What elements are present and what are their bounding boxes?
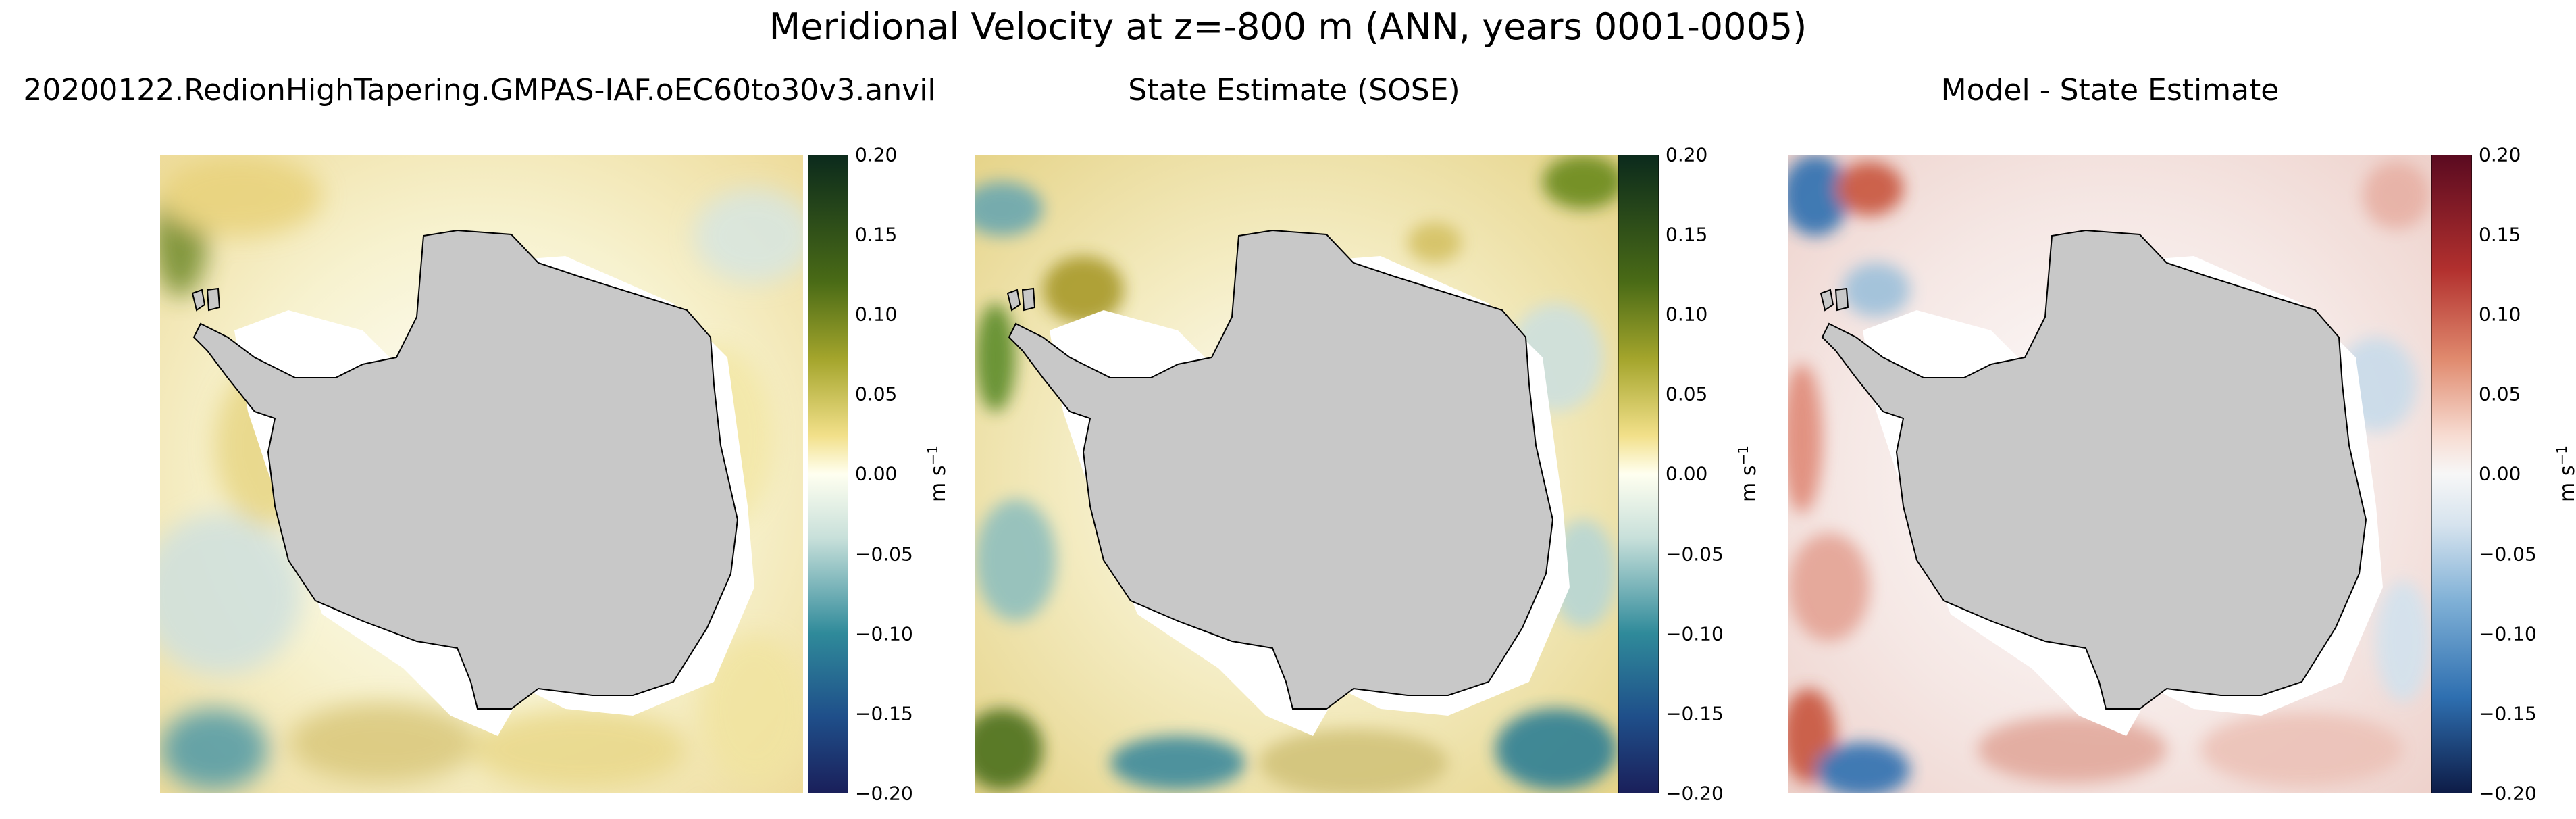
panel-1-anomaly-patch <box>471 709 687 790</box>
cbar-tick: 0.05 <box>2479 382 2521 405</box>
panel-1-peninsula-island <box>206 287 221 312</box>
panel-1-antarctica <box>192 229 739 710</box>
panel-1-anomaly-patch <box>288 702 478 783</box>
cbar-tick: −0.05 <box>855 543 913 566</box>
cbar-tick: 0.10 <box>2479 303 2521 326</box>
panel-2-map <box>975 155 1618 793</box>
panel-3-anomaly-patch <box>2200 712 2403 787</box>
panel-3-anomaly-patch <box>1788 364 1822 513</box>
panel-1-colorbar <box>808 155 848 793</box>
panel-3-anomaly-patch <box>2376 580 2430 702</box>
cbar-tick: −0.20 <box>2479 782 2537 805</box>
cbar-tick: −0.05 <box>2479 543 2537 566</box>
panel-2-anomaly-patch <box>975 303 1016 412</box>
panel-1-title: 20200122.RedionHighTapering.GMPAS-IAF.oE… <box>23 73 936 107</box>
panel-2-anomaly-patch <box>1543 155 1618 209</box>
cbar-tick: −0.15 <box>1666 702 1724 725</box>
panel-3-colorbar-label: m s−1 <box>2553 445 2576 502</box>
cbar-tick: −0.15 <box>2479 702 2537 725</box>
panel-1-colorbar-gradient <box>808 155 848 793</box>
cbar-tick: −0.20 <box>1666 782 1724 805</box>
cbar-tick: 0.00 <box>855 462 898 485</box>
panel-2-colorbar <box>1618 155 1659 793</box>
panel-1-colorbar-label: m s−1 <box>924 445 950 502</box>
panel-2-anomaly-patch <box>975 499 1056 621</box>
cbar-tick: −0.10 <box>855 622 913 645</box>
panel-3-peninsula-island <box>1834 287 1849 312</box>
panel-1-anomaly-patch <box>700 635 803 783</box>
panel-1-peninsula-island <box>191 289 206 312</box>
panel-3-colorbar <box>2431 155 2472 793</box>
panel-3-anomaly-patch <box>1788 155 1849 236</box>
cbar-tick: 0.05 <box>855 382 898 405</box>
cbar-tick: 0.00 <box>2479 462 2521 485</box>
panel-3-peninsula-island <box>1820 289 1834 312</box>
cbar-tick: −0.20 <box>855 782 913 805</box>
panel-2-peninsula-island <box>1006 289 1021 312</box>
panel-2-anomaly-patch <box>975 709 1043 790</box>
cbar-tick: −0.10 <box>1666 622 1724 645</box>
panel-1-anomaly-patch <box>160 709 268 790</box>
panel-3-anomaly-patch <box>1836 162 1903 216</box>
panel-2-anomaly-patch <box>1110 736 1245 790</box>
panel-3-anomaly-patch <box>1788 533 1870 641</box>
panel-2-anomaly-patch <box>1259 729 1448 793</box>
cbar-tick: 0.05 <box>1666 382 1708 405</box>
panel-2-anomaly-patch <box>975 182 1043 236</box>
cbar-tick: −0.05 <box>1666 543 1724 566</box>
cbar-tick: 0.15 <box>855 223 898 246</box>
cbar-tick: −0.10 <box>2479 622 2537 645</box>
panel-2-colorbar-label: m s−1 <box>1734 445 1761 502</box>
panel-1-anomaly-patch <box>694 189 803 283</box>
panel-2-antarctica <box>1008 229 1554 710</box>
panel-2-anomaly-patch <box>1408 222 1462 263</box>
panel-3-antarctica <box>1821 229 2367 710</box>
panel-1-anomaly-patch <box>160 513 302 675</box>
cbar-tick: 0.10 <box>1666 303 1708 326</box>
cbar-tick: 0.15 <box>1666 223 1708 246</box>
cbar-tick: 0.20 <box>1666 143 1708 166</box>
panel-3-title: Model - State Estimate <box>1940 73 2279 107</box>
cbar-tick: 0.10 <box>855 303 898 326</box>
cbar-tick: 0.15 <box>2479 223 2521 246</box>
panel-3-anomaly-patch <box>1978 716 2167 783</box>
panel-2-peninsula-island <box>1021 287 1036 312</box>
panel-3-map <box>1788 155 2431 793</box>
figure-suptitle: Meridional Velocity at z=-800 m (ANN, ye… <box>769 5 1807 48</box>
panel-2-colorbar-gradient <box>1618 155 1659 793</box>
cbar-tick: 0.20 <box>2479 143 2521 166</box>
cbar-tick: 0.00 <box>1666 462 1708 485</box>
panel-1-map <box>160 155 803 793</box>
panel-2-anomaly-patch <box>1043 256 1124 324</box>
cbar-tick: 0.20 <box>855 143 898 166</box>
panel-3-anomaly-patch <box>1815 743 1910 793</box>
panel-3-anomaly-patch <box>1843 263 1910 317</box>
panel-2-title: State Estimate (SOSE) <box>1128 73 1460 107</box>
cbar-tick: −0.15 <box>855 702 913 725</box>
panel-3-anomaly-patch <box>2363 162 2430 229</box>
panel-2-anomaly-patch <box>1495 709 1617 790</box>
panel-3-colorbar-gradient <box>2431 155 2472 793</box>
panel-1-anomaly-patch <box>160 155 322 236</box>
